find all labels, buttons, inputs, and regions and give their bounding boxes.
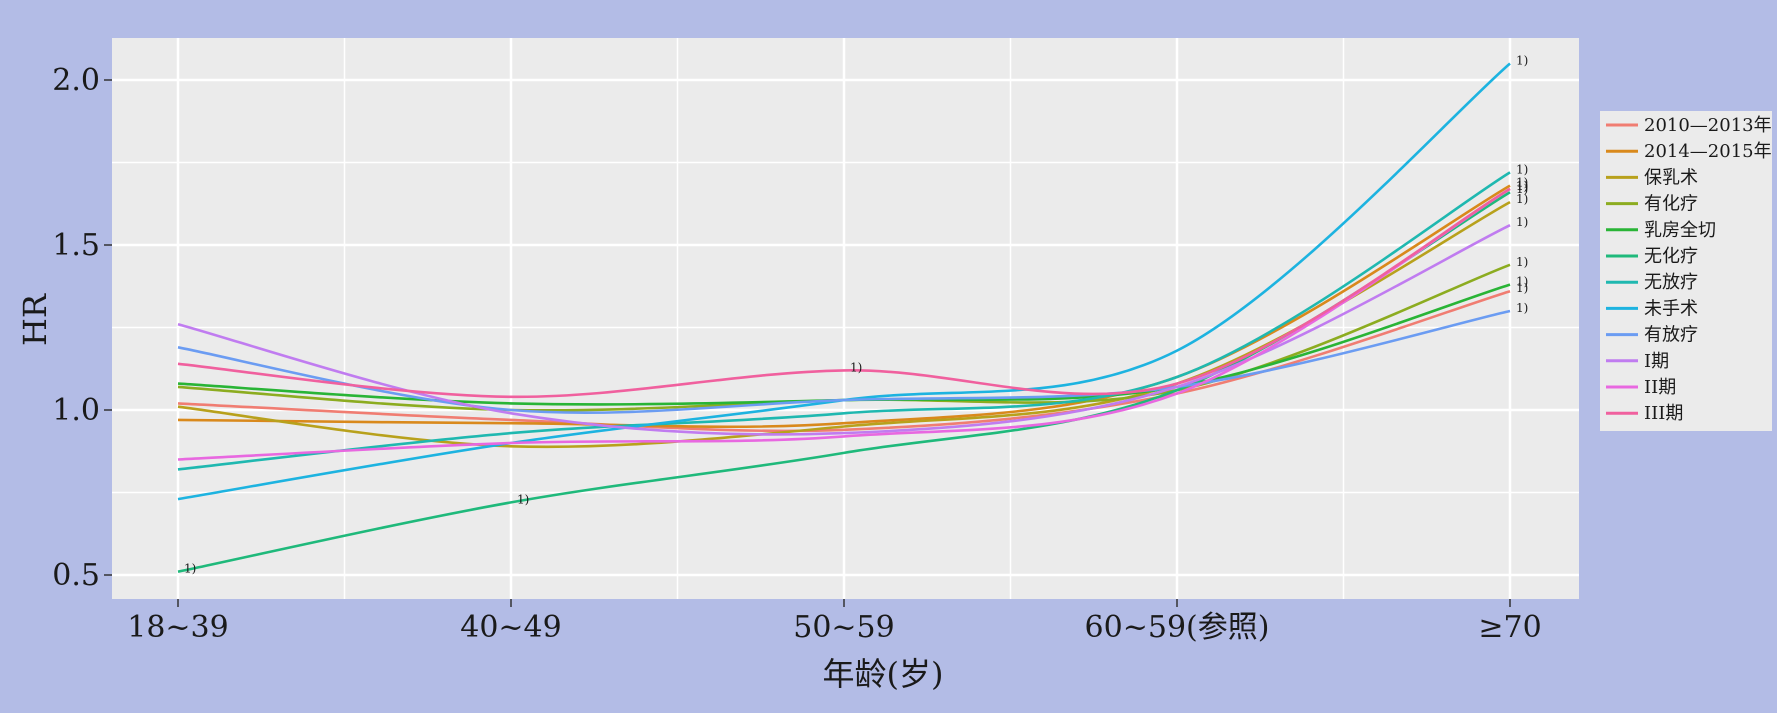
- x-tick-label: 40~49: [460, 610, 561, 645]
- note-marker: 1): [1516, 192, 1528, 206]
- series-line: [177, 187, 1511, 461]
- note-marker: 1): [1516, 54, 1528, 68]
- note-marker: 1): [1516, 179, 1528, 193]
- series-line: [177, 187, 1511, 399]
- legend-label: II期: [1644, 377, 1676, 398]
- series-line: [177, 224, 1511, 436]
- y-tick-label: 2.0: [52, 63, 100, 98]
- series-line: [177, 184, 1511, 429]
- y-axis-title: HR: [16, 293, 54, 346]
- note-marker: 1): [184, 562, 196, 576]
- y-tick-label: 1.0: [52, 393, 100, 428]
- note-marker: 1): [1516, 162, 1528, 176]
- legend-label: 有放疗: [1644, 325, 1698, 346]
- legend-label: 2010—2013年: [1644, 115, 1772, 136]
- plot-panel: [112, 38, 1579, 599]
- y-tick-label: 0.5: [52, 558, 100, 593]
- x-axis-title: 年龄(岁): [823, 655, 944, 693]
- x-tick-label: 18~39: [127, 610, 228, 645]
- legend-label: 无化疗: [1644, 246, 1698, 267]
- legend-label: I期: [1644, 351, 1669, 372]
- note-marker: 1): [1516, 179, 1528, 193]
- y-tick-label: 1.5: [52, 228, 100, 263]
- legend-box: [1600, 111, 1772, 431]
- legend-label: 未手术: [1644, 298, 1698, 319]
- note-marker: 1): [1516, 275, 1528, 289]
- series-line: [177, 309, 1511, 415]
- series-line: [177, 289, 1511, 433]
- legend-label: 乳房全切: [1644, 220, 1716, 241]
- note-marker: 1): [1516, 255, 1528, 269]
- legend-label: 有化疗: [1644, 194, 1698, 215]
- grid-lines: [112, 38, 1579, 599]
- legend-label: III期: [1644, 403, 1683, 424]
- note-marker: 1): [1516, 301, 1528, 315]
- legend: 2010—2013年 2014—2015年保乳术有化疗乳房全切无化疗无放疗未手术有…: [1600, 111, 1772, 431]
- note-marker: 1): [517, 492, 529, 506]
- legend-label: 保乳术: [1644, 167, 1698, 188]
- y-axis: 0.5 1.0 1.5 2.0: [52, 63, 112, 593]
- note-marker: 1): [1516, 176, 1528, 190]
- note-marker: 1): [1516, 281, 1528, 295]
- note-marker: 1): [1516, 215, 1528, 229]
- legend-label: 2014—2015年: [1644, 141, 1772, 162]
- x-tick-label: 50~59: [793, 610, 894, 645]
- x-axis: 18~39 40~49 50~59 60~59(参照) ≥70: [127, 599, 1542, 645]
- note-marker: 1): [850, 360, 862, 374]
- series-lines: [177, 62, 1511, 573]
- note-marker: 1): [1516, 182, 1528, 196]
- x-tick-label: ≥70: [1478, 610, 1541, 645]
- series-line: [177, 171, 1511, 471]
- x-tick-label: 60~59(参照): [1085, 610, 1270, 645]
- legend-label: 无放疗: [1644, 272, 1698, 293]
- note-markers: 1)1)1)1)1)1)1)1)1)1)1)1)1)1)1): [184, 54, 1528, 576]
